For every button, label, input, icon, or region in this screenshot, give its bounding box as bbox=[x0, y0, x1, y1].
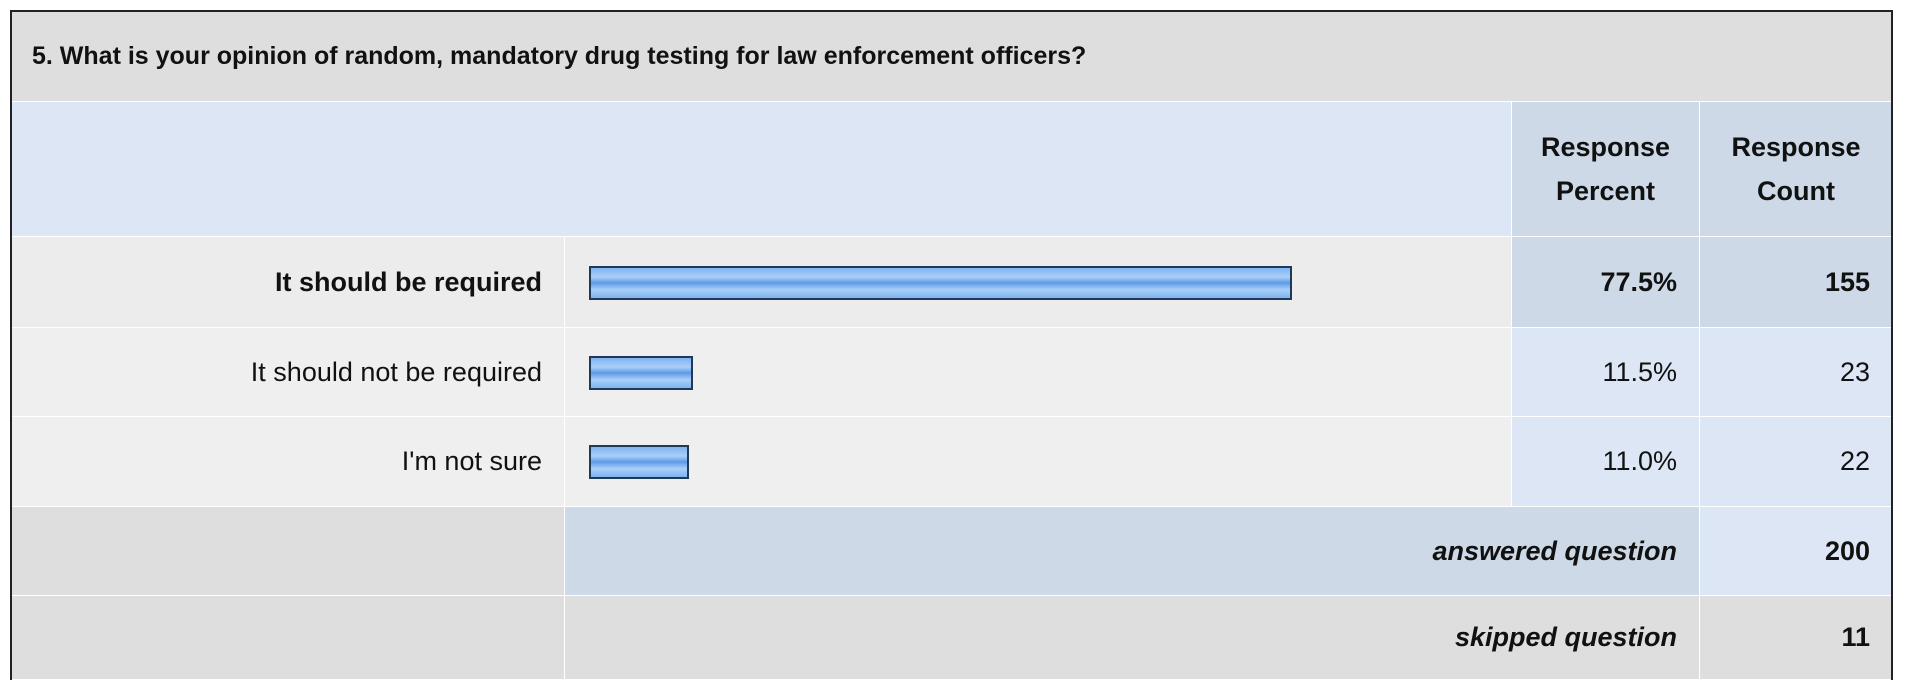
answer-label: It should not be required bbox=[12, 328, 565, 417]
skipped-blank bbox=[12, 596, 565, 680]
response-bar bbox=[589, 355, 694, 390]
skipped-count: 11 bbox=[1700, 596, 1893, 680]
header-blank bbox=[12, 102, 1512, 237]
question-title: 5. What is your opinion of random, manda… bbox=[12, 12, 1893, 102]
answered-count: 200 bbox=[1700, 507, 1893, 596]
bar-cell bbox=[565, 328, 1512, 417]
table-frame bbox=[10, 10, 1893, 680]
response-count: 22 bbox=[1700, 417, 1893, 507]
answered-blank bbox=[12, 507, 565, 596]
response-bar bbox=[589, 265, 1292, 300]
response-percent: 77.5% bbox=[1512, 237, 1700, 328]
answer-label: It should be required bbox=[12, 237, 565, 328]
answered-label: answered question bbox=[565, 507, 1700, 596]
bar-cell bbox=[565, 417, 1512, 507]
header-percent: Response Percent bbox=[1512, 102, 1700, 237]
response-percent: 11.5% bbox=[1512, 328, 1700, 417]
response-bar bbox=[589, 445, 689, 479]
response-percent: 11.0% bbox=[1512, 417, 1700, 507]
response-count: 23 bbox=[1700, 328, 1893, 417]
answer-label: I'm not sure bbox=[12, 417, 565, 507]
header-count: Response Count bbox=[1700, 102, 1893, 237]
response-count: 155 bbox=[1700, 237, 1893, 328]
